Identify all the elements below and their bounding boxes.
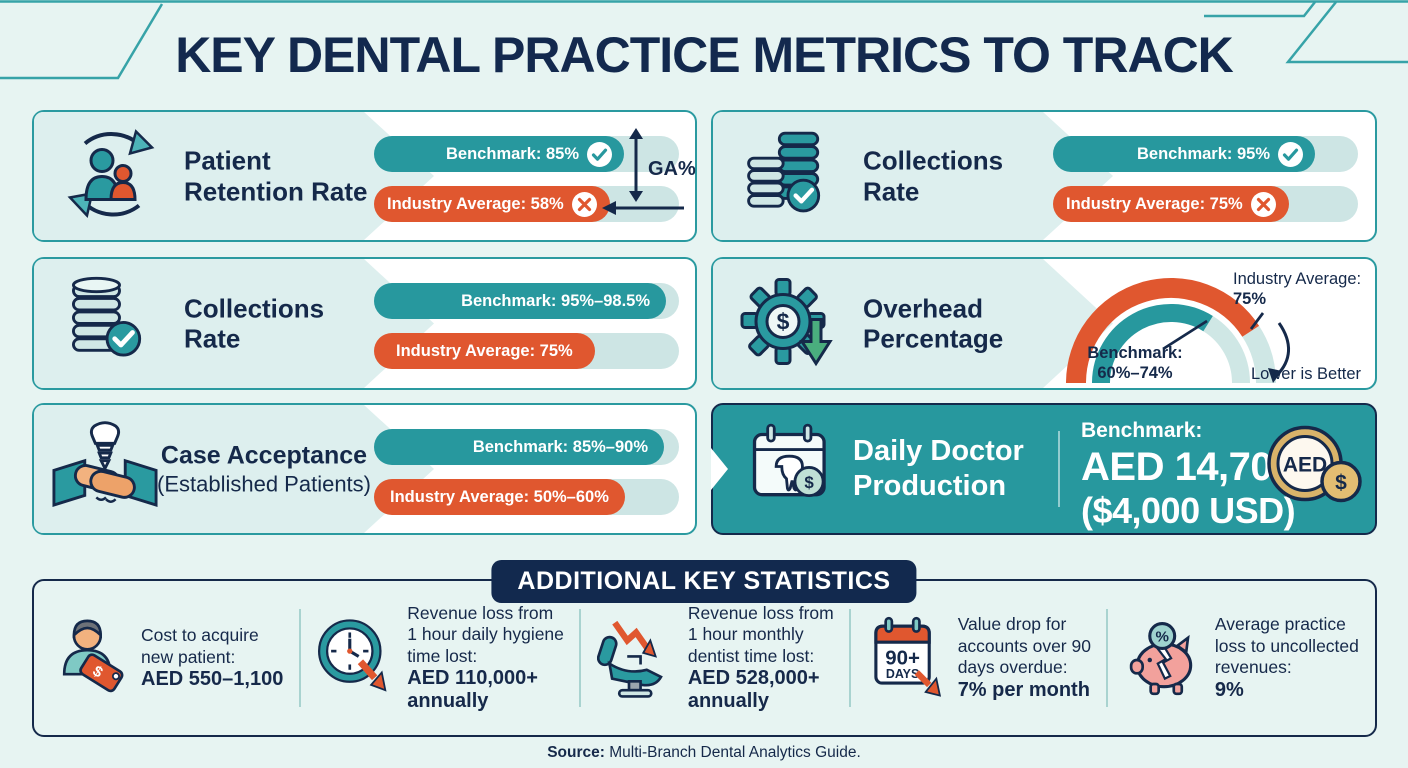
source-note: Source: Multi-Branch Dental Analytics Gu… (0, 744, 1408, 762)
benchmark-track: Benchmark: 95%–98.5% (374, 283, 679, 319)
stat-item-uncollected-revenue: % Average practice loss to uncollected r… (1124, 612, 1359, 705)
new-patient-cost-icon: $ (50, 612, 130, 705)
industry-track: Industry Average: 50%–60% (374, 479, 679, 515)
chevron-notch (711, 448, 728, 490)
card-title: Case Acceptance (Established Patients) (157, 441, 371, 496)
coin-stacks-check-icon (739, 125, 835, 228)
benchmark-pill: Benchmark: 95%–98.5% (374, 283, 666, 319)
metric-card-case-acceptance: Case Acceptance (Established Patients) B… (32, 403, 697, 535)
stat-text: Revenue loss from 1 hour monthly dentist… (687, 602, 834, 713)
gap-annotation-arrows: GA% (602, 128, 696, 215)
benchmark-value: Benchmark: AED 14,700 ($4,000 USD) (1081, 419, 1296, 531)
benchmark-pill: Benchmark: 95% (1053, 136, 1315, 172)
stat-divider (579, 609, 582, 707)
gear-dollar-down-icon: $ (739, 271, 839, 376)
svg-text:$: $ (1335, 472, 1347, 495)
metric-card-collections-rate-range: Collections Rate Benchmark: 95%–98.5% Ind… (32, 257, 697, 390)
gap-label: GA% (648, 158, 696, 180)
svg-text:%: % (1155, 628, 1169, 645)
stat-text: Revenue loss from 1 hour daily hygiene t… (407, 602, 564, 713)
svg-text:DAYS: DAYS (886, 666, 919, 680)
card-title: Daily Doctor Production (853, 435, 1024, 502)
gauge-industry-label: Industry Average: 75% (1233, 270, 1362, 308)
overhead-gauge (1066, 278, 1290, 384)
stat-value: 7% per month (957, 678, 1090, 701)
vertical-divider (1058, 431, 1060, 507)
cross-icon (571, 191, 597, 217)
stat-value: AED 550–1,100 (141, 668, 284, 690)
cross-icon (1250, 191, 1276, 217)
stats-box: $ Cost to acquire new patient: AED 550–1… (32, 579, 1377, 737)
highlight-card-daily-doctor-production: $ Daily Doctor Production Benchmark: AED … (711, 403, 1377, 535)
card-title: Patient Retention Rate (184, 145, 368, 206)
dentist-time-loss-icon (596, 612, 677, 705)
stat-divider (298, 609, 301, 707)
card-title: Overhead Percentage (863, 292, 1004, 354)
svg-text:$: $ (804, 473, 814, 492)
aed-coin-icon: AED $ (1263, 422, 1363, 517)
uncollected-revenue-icon: % (1124, 612, 1204, 705)
benchmark-pill: Benchmark: 85% (374, 136, 624, 172)
svg-text:$: $ (777, 308, 790, 334)
stat-divider (1106, 609, 1109, 707)
coin-stack-check-icon (60, 272, 156, 375)
calendar-tooth-icon: $ (747, 420, 841, 519)
stat-value: 9% (1214, 678, 1244, 701)
industry-pill: Industry Average: 58% (374, 186, 610, 222)
source-text: Multi-Branch Dental Analytics Guide. (604, 744, 861, 761)
industry-pill: Industry Average: 75% (1053, 186, 1289, 222)
stat-text: Average practice loss to uncollected rev… (1214, 614, 1359, 701)
source-label: Source: (547, 744, 605, 761)
svg-text:90+: 90+ (885, 646, 920, 669)
industry-track: Industry Average: 58% (374, 186, 679, 222)
stat-text: Cost to acquire new patient: AED 550–1,1… (141, 625, 284, 690)
industry-track: Industry Average: 75% (374, 333, 679, 369)
stat-divider (849, 609, 852, 707)
benchmark-track: Benchmark: 85% (374, 136, 679, 172)
stat-value: annually (687, 690, 769, 713)
gauge-note: Lower is Better (1251, 365, 1362, 383)
metric-card-overhead-percentage: $ Overhead Percentage Industry Average: 7… (711, 257, 1377, 390)
check-icon (1278, 141, 1303, 167)
patient-retention-cycle-icon (60, 124, 160, 229)
metric-card-patient-retention: Patient Retention Rate Benchmark: 85% Ind… (32, 110, 697, 242)
svg-text:AED: AED (1283, 454, 1327, 477)
benchmark-track: Benchmark: 85%–90% (374, 429, 679, 465)
stat-item-overdue-accounts: 90+ DAYS Value drop for accounts over 90… (867, 612, 1091, 705)
stat-value: annually (407, 690, 489, 713)
card-title: Collections Rate (184, 292, 325, 354)
metric-card-collections-rate: Collections Rate Benchmark: 95% Industry … (711, 110, 1377, 242)
stat-text: Value drop for accounts over 90 days ove… (957, 614, 1091, 701)
page-title: KEY DENTAL PRACTICE METRICS TO TRACK (175, 27, 1234, 83)
hygiene-time-loss-icon (316, 612, 396, 705)
stat-item-dentist-time-loss: Revenue loss from 1 hour monthly dentist… (596, 602, 834, 714)
benchmark-pill: Benchmark: 85%–90% (374, 429, 664, 465)
card-title: Collections Rate (863, 145, 1004, 206)
stat-item-new-patient-cost: $ Cost to acquire new patient: AED 550–1… (50, 612, 283, 705)
industry-pill: Industry Average: 50%–60% (374, 479, 625, 515)
stats-header: ADDITIONAL KEY STATISTICS (491, 560, 917, 603)
stat-value: AED 110,000+ (407, 667, 538, 690)
benchmark-track: Benchmark: 95% (1053, 136, 1358, 172)
industry-track: Industry Average: 75% (1053, 186, 1358, 222)
stat-value: AED 528,000+ (687, 667, 820, 690)
overdue-accounts-icon: 90+ DAYS (867, 612, 947, 705)
handshake-implant-icon (52, 417, 158, 522)
industry-pill: Industry Average: 75% (374, 333, 595, 369)
stat-item-hygiene-time-loss: Revenue loss from 1 hour daily hygiene t… (316, 603, 564, 714)
check-icon (587, 141, 612, 167)
gauge-benchmark-label: Benchmark: 60%–74% (1087, 344, 1183, 382)
